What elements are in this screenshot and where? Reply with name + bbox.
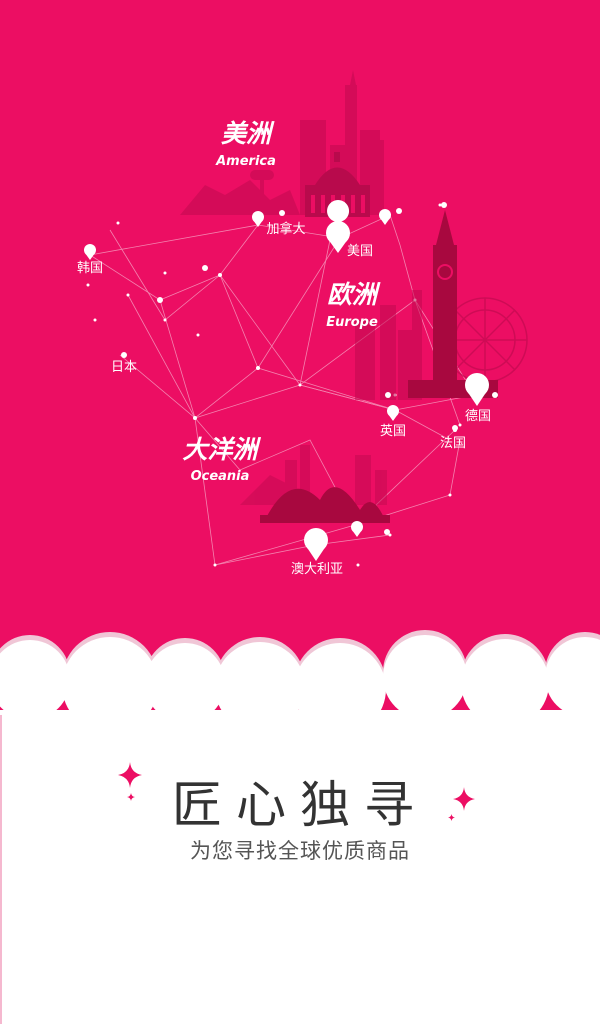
- world-map-illustration: 美洲 America 欧洲 Europe 大洋洲 Oceania 加拿大 美国 …: [77, 70, 528, 577]
- sparkle-icon: [453, 787, 475, 811]
- country-label: 德国: [465, 409, 491, 424]
- region-en-label: America: [215, 154, 276, 169]
- region-cn-label: 美洲: [221, 119, 275, 148]
- region-europe: 欧洲 Europe: [326, 280, 381, 330]
- region-america: 美洲 America: [215, 119, 276, 169]
- region-en-label: Europe: [326, 315, 378, 330]
- country-labels: 加拿大 美国 韩国 日本 英国 德国 法国 澳大利亚: [77, 221, 491, 577]
- country-label: 英国: [380, 424, 406, 439]
- sydney-opera-house: [260, 487, 390, 523]
- map-pin-icon: [327, 200, 350, 252]
- sparkle-icon: [448, 814, 455, 821]
- page-subtitle: 为您寻找全球优质商品: [190, 839, 410, 863]
- country-label: 澳大利亚: [291, 561, 343, 577]
- region-cn-label: 欧洲: [327, 280, 381, 309]
- region-oceania: 大洋洲 Oceania: [182, 435, 261, 484]
- country-label: 法国: [440, 436, 466, 451]
- hero-banner: 美洲 America 欧洲 Europe 大洋洲 Oceania 加拿大 美国 …: [0, 0, 600, 720]
- country-label: 韩国: [77, 261, 103, 276]
- left-edge-line: [0, 715, 2, 1024]
- map-pins: [84, 200, 498, 561]
- region-cn-label: 大洋洲: [182, 435, 261, 464]
- cloud-divider: [0, 630, 600, 740]
- country-label: 日本: [111, 360, 137, 375]
- oceania-skyline: [240, 445, 390, 523]
- content-area: [0, 715, 600, 1024]
- sparkle-icon: [118, 762, 142, 788]
- country-label: 加拿大: [266, 221, 305, 237]
- sparkle-icon: [127, 793, 135, 801]
- london-eye: [442, 297, 528, 383]
- page-headline: 匠心独寻: [172, 776, 428, 834]
- country-label: 美国: [347, 244, 373, 259]
- europe-skyline: [355, 210, 528, 400]
- region-en-label: Oceania: [191, 469, 250, 484]
